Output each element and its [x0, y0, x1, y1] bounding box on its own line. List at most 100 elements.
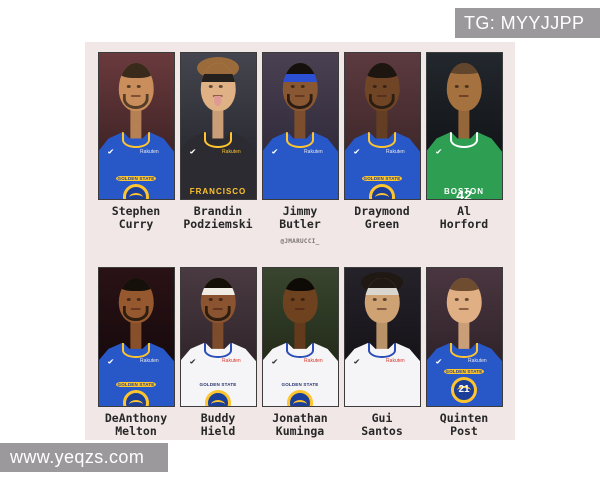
- player-beard: [204, 306, 232, 321]
- player-photo: ✔ Rakuten: [261, 52, 339, 200]
- nike-swoosh-icon: ✔: [270, 358, 281, 367]
- player-beard: [286, 93, 314, 109]
- player-photo: ✔ Rakuten: [343, 267, 421, 407]
- team-logo-arc-text: GOLDEN STATE: [443, 368, 485, 374]
- player-neck: [376, 105, 388, 141]
- player-jersey: ✔ Rakuten: [262, 131, 338, 199]
- player-card: ✔ Rakuten GOLDEN STATE 21: [425, 267, 503, 438]
- player-first-name: Quinten: [439, 411, 489, 425]
- player-jersey: ✔ Rakuten FRANCISCO: [180, 131, 256, 199]
- player-photo: ✔ Rakuten GOLDEN STATE: [261, 267, 339, 407]
- player-mouth: [213, 307, 223, 310]
- player-last-name: Butler: [279, 217, 321, 231]
- player-eyes: [209, 84, 213, 88]
- player-jersey: ✔ Rakuten GOLDEN STATE 21: [426, 342, 502, 406]
- player-photo: ✔ Rakuten GOLDEN STATE: [97, 267, 175, 407]
- team-logo-circle: [287, 390, 313, 406]
- jersey-neckline-trim: [286, 342, 314, 358]
- player-jersey: ✔ Rakuten GOLDEN STATE: [344, 131, 420, 199]
- player-neck: [130, 317, 142, 351]
- team-logo: GOLDEN STATE: [357, 165, 407, 199]
- player-first-name: Jimmy: [282, 204, 318, 218]
- player-head: [446, 277, 482, 324]
- nike-swoosh-icon: ✔: [106, 358, 117, 367]
- nike-swoosh-icon: ✔: [188, 148, 199, 157]
- player-card: ✔ Rakuten Ji: [261, 52, 339, 231]
- team-logo-circle: [369, 183, 395, 199]
- player-hair: [200, 277, 236, 292]
- player-neck: [294, 317, 306, 351]
- player-first-name: Al: [457, 204, 471, 218]
- player-neck: [130, 105, 142, 141]
- player-photo: ✔ Rakuten GOLDEN STATE: [97, 52, 175, 200]
- player-name: Draymond Green: [344, 205, 421, 231]
- player-last-name: Curry: [118, 217, 154, 231]
- player-first-name: DeAnthony: [104, 411, 168, 425]
- players-row-2: ✔ Rakuten GOLDEN STATE: [85, 267, 515, 438]
- jersey-sponsor-label: Rakuten: [140, 148, 159, 155]
- player-last-name: Post: [450, 424, 478, 438]
- player-eyes: [127, 298, 131, 302]
- telegram-watermark: TG: MYYJJPP: [455, 8, 600, 38]
- team-logo: GOLDEN STATE: [111, 371, 161, 406]
- player-hair: [446, 63, 482, 74]
- player-eyes: [455, 84, 459, 88]
- player-name: Buddy Hield: [180, 412, 257, 438]
- player-last-name: Green: [364, 217, 400, 231]
- player-eyes: [455, 298, 459, 302]
- player-last-name: Santos: [361, 424, 403, 438]
- player-first-name: Jonathan: [272, 411, 328, 425]
- player-headband: [200, 288, 236, 296]
- jersey-neckline-trim: [204, 342, 232, 358]
- player-card: ✔ Rakuten GOLDEN STATE: [343, 52, 421, 231]
- credit-watermark: @JMARUCCI_: [280, 238, 320, 245]
- nike-swoosh-icon: ✔: [188, 358, 199, 367]
- team-logo-arc-text: GOLDEN STATE: [115, 175, 157, 181]
- player-headband: [282, 74, 318, 82]
- player-photo: ✔ Rakuten GOLDEN STATE: [343, 52, 421, 200]
- player-mouth: [377, 95, 387, 97]
- team-logo-arc-text: GOLDEN STATE: [361, 175, 403, 181]
- player-jersey: ✔ Rakuten GOLDEN STATE: [98, 342, 174, 406]
- player-photo: ✔ Rakuten GOLDEN STATE: [179, 267, 257, 407]
- player-eyes: [373, 298, 377, 302]
- player-neck: [212, 105, 224, 141]
- player-name: Al Horford: [426, 205, 503, 231]
- player-first-name: Buddy: [200, 411, 236, 425]
- player-jersey: ✔ BOSTON 42: [426, 131, 502, 199]
- jersey-sponsor-label: Rakuten: [468, 358, 487, 365]
- player-eyes: [291, 84, 295, 88]
- player-name: Jimmy Butler: [262, 205, 339, 231]
- player-photo: ✔ Rakuten GOLDEN STATE 21: [425, 267, 503, 407]
- jersey-chest-label: BOSTON: [443, 186, 485, 196]
- player-head: [200, 63, 236, 112]
- player-jersey: ✔ Rakuten GOLDEN STATE: [98, 131, 174, 199]
- team-logo-circle: [205, 390, 231, 406]
- player-first-name: Gui: [371, 411, 393, 425]
- player-hair: [282, 63, 318, 78]
- player-neck: [212, 317, 224, 351]
- team-logo-number: 21: [458, 384, 470, 396]
- jersey-neckline-trim: [450, 131, 478, 148]
- player-beard: [122, 306, 150, 321]
- player-eyes: [209, 298, 213, 302]
- player-neck: [458, 105, 470, 141]
- player-last-name: Horford: [439, 217, 489, 231]
- website-watermark: www.yeqzs.com: [0, 443, 168, 472]
- player-eyes: [291, 298, 295, 302]
- player-neck: [294, 105, 306, 141]
- player-head: [200, 277, 236, 324]
- jersey-sponsor-label: Rakuten: [386, 148, 405, 155]
- player-headband: [200, 74, 236, 82]
- players-row-1: ✔ Rakuten GOLDEN STATE: [85, 42, 515, 231]
- player-photo: ✔ Rakuten FRANCISCO: [179, 52, 257, 200]
- jersey-sponsor-label: Rakuten: [386, 358, 405, 365]
- player-jersey: ✔ Rakuten GOLDEN STATE: [180, 342, 256, 406]
- player-first-name: Brandin: [193, 204, 243, 218]
- player-eyes: [127, 84, 131, 88]
- team-logo-circle: [123, 390, 149, 406]
- player-jersey: ✔ Rakuten: [344, 342, 420, 406]
- player-first-name: Stephen: [111, 204, 161, 218]
- player-last-name: Podziemski: [183, 217, 253, 231]
- player-name: Stephen Curry: [98, 205, 175, 231]
